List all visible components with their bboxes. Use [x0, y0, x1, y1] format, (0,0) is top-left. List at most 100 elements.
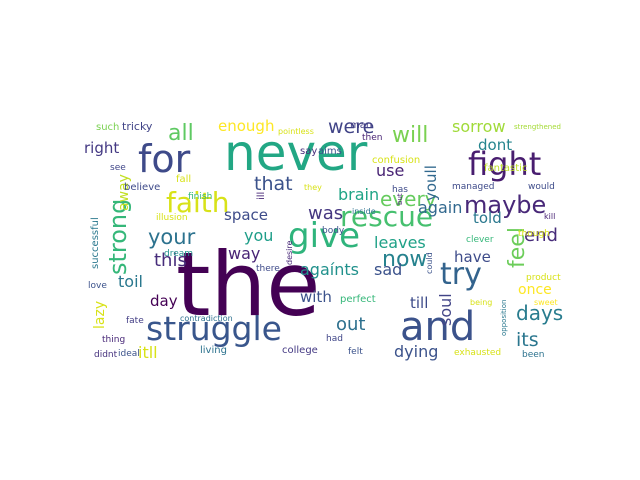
- word: itll: [138, 343, 158, 362]
- word: thing: [102, 335, 125, 345]
- word: toil: [118, 272, 143, 291]
- word: kill: [544, 212, 555, 221]
- word: didnt: [94, 350, 118, 360]
- word: fate: [126, 316, 144, 326]
- word: pointless: [278, 127, 314, 136]
- word: with: [300, 288, 332, 306]
- word: the: [176, 233, 320, 336]
- word: out: [336, 314, 365, 335]
- word: all: [168, 121, 194, 146]
- word: confusion: [372, 155, 420, 166]
- word: your: [148, 225, 196, 249]
- word: agaínts: [300, 260, 359, 279]
- word: right: [84, 139, 119, 157]
- word: college: [282, 345, 318, 356]
- word: they: [304, 183, 322, 192]
- word: fall: [176, 174, 191, 185]
- word: will: [392, 123, 428, 148]
- word: had: [326, 334, 343, 344]
- word: believe: [124, 182, 160, 193]
- word: sorrow: [452, 117, 506, 136]
- word: inside: [352, 207, 376, 216]
- word: days: [516, 301, 563, 325]
- word: illusion: [156, 213, 188, 223]
- word: space: [224, 206, 268, 224]
- word: use: [376, 161, 404, 180]
- word: could: [425, 252, 434, 274]
- word: faith: [166, 186, 230, 219]
- word: was: [308, 203, 343, 224]
- word: such: [96, 122, 119, 133]
- word: you: [244, 226, 273, 245]
- word: again: [418, 198, 462, 217]
- word: end: [524, 225, 558, 246]
- word: dont: [478, 136, 512, 154]
- word: exhausted: [454, 348, 501, 358]
- word: away: [116, 174, 132, 211]
- word: every: [380, 187, 437, 211]
- word: and: [400, 304, 475, 350]
- word: tricky: [122, 120, 153, 133]
- word: soul: [436, 293, 455, 326]
- word: man: [350, 120, 372, 131]
- word: fight: [468, 145, 541, 183]
- word: youll: [422, 165, 440, 201]
- word: told: [473, 209, 502, 227]
- word: product: [526, 273, 561, 283]
- word: ill: [256, 192, 267, 200]
- word: lazy: [92, 301, 108, 329]
- word: day: [150, 292, 178, 310]
- word: give: [288, 216, 360, 256]
- word: struggle: [146, 309, 282, 348]
- word: aims: [318, 146, 342, 157]
- word: enough: [218, 117, 274, 135]
- word: never: [224, 124, 368, 182]
- word: ideal: [118, 349, 140, 359]
- word: has: [392, 185, 408, 195]
- word: dying: [394, 342, 438, 361]
- word: brain: [338, 185, 379, 204]
- word: but: [396, 193, 404, 205]
- word: strengthened: [514, 123, 561, 131]
- word: for: [138, 137, 191, 181]
- word: clever: [466, 235, 494, 245]
- word: managed: [452, 182, 494, 192]
- word: rescue: [340, 200, 433, 233]
- word: sweet: [534, 298, 558, 307]
- word: that: [254, 173, 293, 195]
- word: being: [470, 298, 492, 307]
- word: its: [516, 329, 539, 351]
- word: body: [322, 226, 345, 236]
- word: felt: [348, 347, 363, 357]
- word: once: [518, 282, 552, 298]
- word: there: [256, 264, 280, 274]
- word: now: [382, 247, 427, 272]
- word: say: [300, 146, 317, 157]
- word: feel: [505, 227, 530, 268]
- word: successful: [90, 217, 101, 269]
- word: sad: [374, 260, 402, 279]
- word: were: [328, 116, 374, 138]
- word: love: [88, 281, 107, 291]
- word: been: [522, 350, 545, 360]
- word: way: [228, 244, 260, 263]
- word: finish: [188, 192, 212, 202]
- word: then: [362, 133, 382, 143]
- word: try: [440, 257, 482, 292]
- word: dream: [164, 249, 193, 259]
- word: though: [518, 229, 550, 239]
- word: desire: [285, 240, 294, 265]
- word: have: [454, 248, 491, 266]
- word: see: [110, 163, 126, 173]
- word: would: [528, 182, 555, 192]
- word: perfect: [340, 294, 376, 305]
- word: maybe: [464, 191, 546, 219]
- word: fantastic: [484, 163, 527, 174]
- word: living: [200, 345, 227, 356]
- word: this: [154, 250, 187, 271]
- word: opposition: [500, 300, 508, 336]
- word: strong: [104, 199, 132, 275]
- word: leaves: [374, 233, 426, 252]
- word: contradiction: [180, 314, 233, 323]
